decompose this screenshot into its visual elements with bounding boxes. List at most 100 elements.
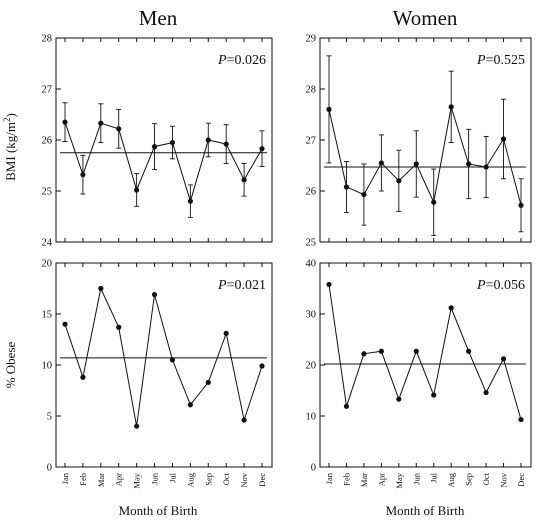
bmi-y-axis-title-close: ) — [3, 113, 18, 117]
men_bmi-ytick-label: 24 — [42, 238, 53, 249]
women_obese-data-point — [343, 403, 350, 409]
women_bmi-data-point — [431, 199, 437, 205]
men_obese-month-label: Aug — [185, 472, 195, 487]
women_obese-month-label: May — [394, 472, 404, 488]
men_obese-data-point — [241, 417, 247, 423]
women_obese-series-line — [328, 284, 522, 420]
men-column-title: Men — [139, 6, 178, 30]
men_bmi-data-point — [223, 141, 229, 147]
women_obese-p-number: =0.056 — [486, 278, 525, 293]
women_obese-data-point — [326, 281, 332, 288]
women_obese-month-label: Feb — [341, 473, 351, 486]
women_obese-month-label: Nov — [499, 472, 509, 487]
women_bmi-data-point — [396, 178, 402, 184]
women_bmi-frame — [319, 37, 532, 243]
men_bmi-p-symbol: P — [217, 53, 227, 68]
women_bmi-panel: 25 26 27 28 29 P=0.525 — [306, 34, 532, 249]
men_obese-p-number: =0.021 — [227, 278, 266, 293]
women_obese-data-point — [431, 392, 437, 398]
women_bmi-data-point — [326, 106, 332, 112]
women_bmi-ytick-label: 25 — [306, 238, 317, 249]
men_bmi-ytick-label: 25 — [42, 187, 53, 198]
men_obese-month-label: Nov — [239, 472, 249, 487]
women_obese-p-value: P=0.056 — [476, 278, 525, 293]
women_bmi-data-point — [483, 164, 489, 170]
women_obese-ytick-label: 10 — [306, 412, 317, 423]
men_obese-frame — [55, 262, 273, 468]
women_obese-month-label: Jun — [411, 472, 421, 485]
bmi-y-axis-title-main: BMI (kg/m — [3, 122, 18, 181]
men_bmi-ytick-label: 26 — [42, 136, 53, 147]
women_obese-ytick-label: 20 — [306, 361, 317, 372]
women_bmi-ytick-label: 26 — [306, 187, 317, 198]
men_obese-month-label: Sep — [203, 473, 213, 486]
men_obese-data-point — [223, 330, 229, 336]
women_obese-data-point — [413, 348, 419, 354]
men_obese-month-label: Jun — [150, 472, 160, 485]
women_obese-month-label: Mar — [359, 473, 369, 487]
men_obese-month-label: Apr — [114, 473, 124, 486]
men_bmi-p-value: P=0.026 — [217, 53, 266, 68]
men_bmi-panel: 24 25 26 27 28 P=0.026 — [42, 34, 273, 249]
men_obese-data-point — [98, 285, 104, 292]
men_obese-data-point — [80, 374, 86, 380]
men_obese-month-label: Oct — [221, 472, 231, 485]
men_bmi-data-point — [241, 177, 247, 183]
men_obese-data-point — [134, 423, 140, 429]
women_obese-month-label: Jan — [324, 472, 334, 484]
men_obese-ytick-label: 0 — [47, 463, 52, 474]
women_obese-data-point — [396, 396, 402, 402]
men_bmi-ytick-label: 27 — [42, 85, 53, 96]
women_bmi-data-point — [413, 161, 419, 167]
men_bmi-data-point — [98, 120, 104, 126]
women_obese-data-point — [361, 351, 367, 357]
women_obese-p-symbol: P — [476, 278, 486, 293]
women_bmi-p-symbol: P — [476, 53, 486, 68]
obese-y-axis-title: % Obese — [3, 341, 18, 388]
men_bmi-frame — [55, 37, 273, 243]
women_obese-ytick-label: 30 — [306, 310, 317, 321]
men_obese-data-point — [151, 292, 158, 298]
men_obese-ytick-label: 15 — [42, 310, 53, 321]
men_bmi-ytick-label: 28 — [42, 34, 53, 45]
men_bmi-data-point — [80, 172, 86, 178]
men_bmi-series-line — [64, 121, 263, 203]
men_obese-p-value: P=0.021 — [217, 278, 266, 293]
women_bmi-data-point — [448, 104, 454, 110]
men_obese-data-point — [259, 363, 265, 369]
women_obese-month-label: Aug — [446, 472, 456, 487]
men_obese-month-label: Feb — [78, 473, 88, 486]
men_bmi-data-point — [259, 146, 265, 152]
men_obese-month-label: May — [132, 472, 142, 488]
women_bmi-data-point — [518, 202, 524, 208]
women-column-title: Women — [393, 6, 458, 30]
women_bmi-data-point — [500, 136, 507, 142]
women_bmi-data-point — [378, 160, 384, 166]
men_obese-ytick-label: 20 — [42, 259, 53, 270]
women_bmi-ytick-label: 28 — [306, 85, 317, 96]
men_obese-month-label: Jul — [167, 472, 177, 483]
women_bmi-ytick-label: 27 — [306, 136, 317, 147]
men_bmi-p-number: =0.026 — [227, 53, 266, 68]
men_bmi-data-point — [205, 137, 211, 143]
bmi-y-axis-title-superscript: 2 — [2, 117, 12, 122]
men_bmi-data-point — [169, 139, 176, 146]
women_bmi-ytick-label: 29 — [306, 34, 317, 45]
men_obese-month-label: Jan — [60, 472, 70, 484]
women_obese-month-label: Jul — [429, 472, 439, 483]
women_obese-ytick-label: 40 — [306, 259, 317, 270]
women_obese-month-label: Dec — [516, 473, 526, 487]
women_obese-data-point — [500, 356, 507, 362]
women_obese-month-label: Oct — [481, 472, 491, 485]
men_obese-p-symbol: P — [217, 278, 227, 293]
men_bmi-data-point — [134, 187, 140, 193]
men_obese-panel: 0 5 10 15 20 Jan Feb Mar Apr May Jun Jul Aug Sep Oct No… — [42, 259, 273, 489]
bmi-y-axis-title: BMI (kg/m2) — [2, 113, 18, 181]
women_obese-data-point — [518, 416, 524, 423]
men_obese-month-label: Mar — [96, 473, 106, 487]
men_bmi-data-point — [62, 119, 68, 125]
men_obese-data-point — [169, 357, 176, 363]
women_bmi-data-point — [466, 161, 472, 167]
women_bmi-p-number: =0.525 — [486, 53, 525, 68]
